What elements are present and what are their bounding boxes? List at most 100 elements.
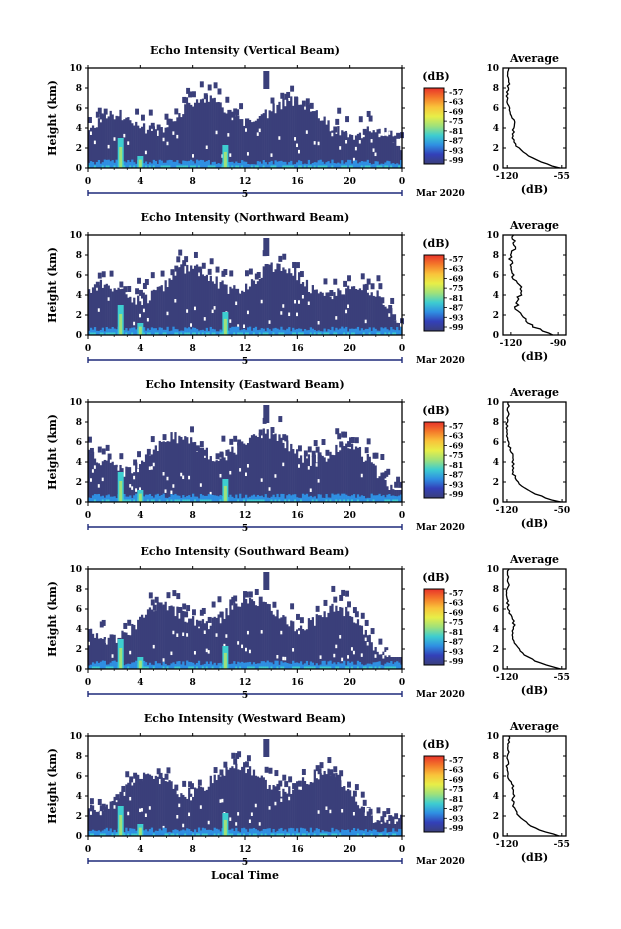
echo-low-band xyxy=(217,163,220,168)
echo-surface xyxy=(164,332,167,335)
x-tick-label: 12 xyxy=(239,511,252,521)
echo-column xyxy=(349,616,352,669)
echo-low-band xyxy=(343,493,346,502)
echo-low-band xyxy=(303,828,307,836)
echo-low-band xyxy=(372,495,375,502)
echo-low-band xyxy=(233,326,236,335)
echo-column xyxy=(400,814,403,836)
echo-column xyxy=(160,605,163,669)
echo-speckle xyxy=(370,283,375,290)
echo-low-band xyxy=(156,163,159,168)
echo-low-band xyxy=(97,493,101,502)
echo-surface xyxy=(288,833,291,836)
echo-speckle xyxy=(388,305,393,311)
echo-column xyxy=(107,808,110,836)
echo-low-band xyxy=(186,161,189,168)
echo-low-band xyxy=(129,495,132,502)
echo-low-band xyxy=(146,831,150,836)
echo-low-band xyxy=(301,664,305,669)
echo-surface xyxy=(201,666,205,669)
echo-surface xyxy=(288,499,291,502)
echo-surface xyxy=(258,332,261,335)
echo-surface xyxy=(264,666,267,669)
echo-low-band xyxy=(347,495,350,502)
echo-surface xyxy=(319,332,322,335)
echo-low-band xyxy=(250,828,254,836)
echo-gap xyxy=(352,811,356,816)
echo-surface xyxy=(192,666,195,669)
rain-core xyxy=(119,648,123,669)
echo-surface xyxy=(105,165,108,168)
echo-low-band xyxy=(97,160,101,168)
echo-gap xyxy=(307,466,311,470)
echo-low-band xyxy=(233,831,236,836)
echo-column xyxy=(182,439,185,502)
x-tick-label: 4 xyxy=(137,511,143,521)
echo-column xyxy=(370,815,373,836)
echo-column xyxy=(319,120,322,168)
echo-column xyxy=(101,810,104,836)
echo-column xyxy=(213,97,216,168)
echo-column xyxy=(325,292,328,335)
echo-speckle xyxy=(341,294,346,301)
echo-low-band xyxy=(292,327,295,335)
echo-speckle xyxy=(123,622,128,629)
echo-surface xyxy=(195,666,199,669)
echo-speckle xyxy=(137,277,141,284)
echo-surface xyxy=(170,499,173,502)
echo-low-band xyxy=(144,494,148,502)
echo-low-band xyxy=(327,329,330,335)
echo-low-band xyxy=(278,664,281,669)
echo-speckle xyxy=(394,481,399,488)
echo-surface xyxy=(231,165,234,168)
echo-column xyxy=(374,465,377,502)
echo-column xyxy=(164,280,167,335)
echo-surface xyxy=(89,332,93,335)
colorbar-label: (dB) xyxy=(422,237,449,250)
echo-column xyxy=(384,127,387,168)
echo-column xyxy=(178,267,181,335)
echo-low-band xyxy=(111,660,114,669)
echo-low-band xyxy=(215,665,218,669)
echo-column xyxy=(284,448,287,502)
echo-column xyxy=(201,619,205,669)
echo-low-band xyxy=(168,831,171,836)
echo-gap xyxy=(133,321,137,326)
echo-surface xyxy=(241,165,244,168)
echo-low-band xyxy=(125,162,128,168)
echo-low-band xyxy=(170,160,173,168)
echo-low-band xyxy=(286,663,289,669)
echo-column xyxy=(162,778,165,836)
echo-low-band xyxy=(205,327,209,335)
echo-low-band xyxy=(197,160,201,168)
echo-gap xyxy=(352,157,356,162)
echo-column xyxy=(272,103,275,168)
echo-speckle xyxy=(101,619,106,626)
echo-column xyxy=(396,145,399,168)
echo-column xyxy=(274,269,277,335)
echo-gap xyxy=(193,306,197,311)
echo-surface xyxy=(207,499,210,502)
echo-low-band xyxy=(382,665,385,669)
echo-speckle xyxy=(188,618,193,625)
echo-column xyxy=(170,781,173,836)
echo-speckle xyxy=(315,765,320,772)
echo-column xyxy=(152,126,156,168)
echo-low-band xyxy=(243,827,246,836)
echo-column xyxy=(225,284,228,335)
echo-column xyxy=(297,104,301,168)
echo-low-band xyxy=(199,830,203,836)
echo-speckle xyxy=(190,426,194,433)
echo-low-band xyxy=(91,162,95,168)
echo-surface xyxy=(309,165,313,168)
echo-column xyxy=(266,264,269,335)
echo-surface xyxy=(262,332,265,335)
echo-low-band xyxy=(197,660,201,669)
echo-gap xyxy=(237,641,241,645)
echo-column xyxy=(152,449,156,502)
echo-surface xyxy=(88,165,91,168)
echo-surface xyxy=(372,499,375,502)
echo-surface xyxy=(376,332,379,335)
echo-speckle xyxy=(164,773,169,780)
echo-column xyxy=(213,774,216,836)
